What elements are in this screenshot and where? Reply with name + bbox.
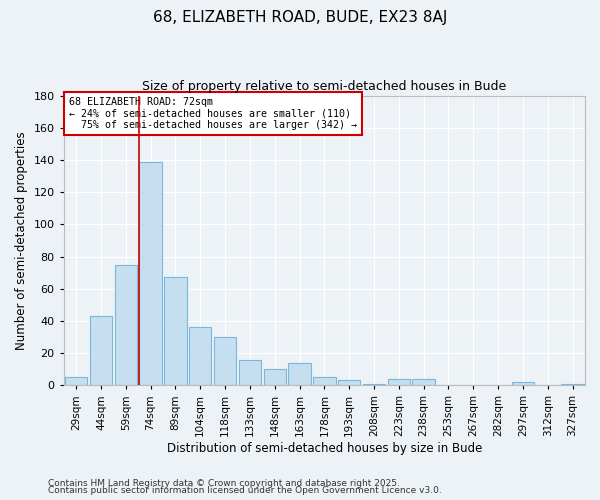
Bar xyxy=(115,264,137,386)
Bar xyxy=(65,377,87,386)
X-axis label: Distribution of semi-detached houses by size in Bude: Distribution of semi-detached houses by … xyxy=(167,442,482,455)
Bar xyxy=(313,377,335,386)
Bar xyxy=(214,337,236,386)
Bar xyxy=(338,380,361,386)
Bar xyxy=(412,379,435,386)
Text: 68 ELIZABETH ROAD: 72sqm
← 24% of semi-detached houses are smaller (110)
  75% o: 68 ELIZABETH ROAD: 72sqm ← 24% of semi-d… xyxy=(69,97,357,130)
Bar xyxy=(263,369,286,386)
Bar xyxy=(512,382,534,386)
Bar xyxy=(139,162,162,386)
Bar xyxy=(239,360,261,386)
Bar xyxy=(562,384,584,386)
Y-axis label: Number of semi-detached properties: Number of semi-detached properties xyxy=(15,131,28,350)
Bar xyxy=(289,363,311,386)
Title: Size of property relative to semi-detached houses in Bude: Size of property relative to semi-detach… xyxy=(142,80,506,93)
Text: Contains HM Land Registry data © Crown copyright and database right 2025.: Contains HM Land Registry data © Crown c… xyxy=(48,478,400,488)
Text: Contains public sector information licensed under the Open Government Licence v3: Contains public sector information licen… xyxy=(48,486,442,495)
Text: 68, ELIZABETH ROAD, BUDE, EX23 8AJ: 68, ELIZABETH ROAD, BUDE, EX23 8AJ xyxy=(153,10,447,25)
Bar xyxy=(363,384,385,386)
Bar xyxy=(189,328,211,386)
Bar xyxy=(388,379,410,386)
Bar xyxy=(90,316,112,386)
Bar xyxy=(164,278,187,386)
